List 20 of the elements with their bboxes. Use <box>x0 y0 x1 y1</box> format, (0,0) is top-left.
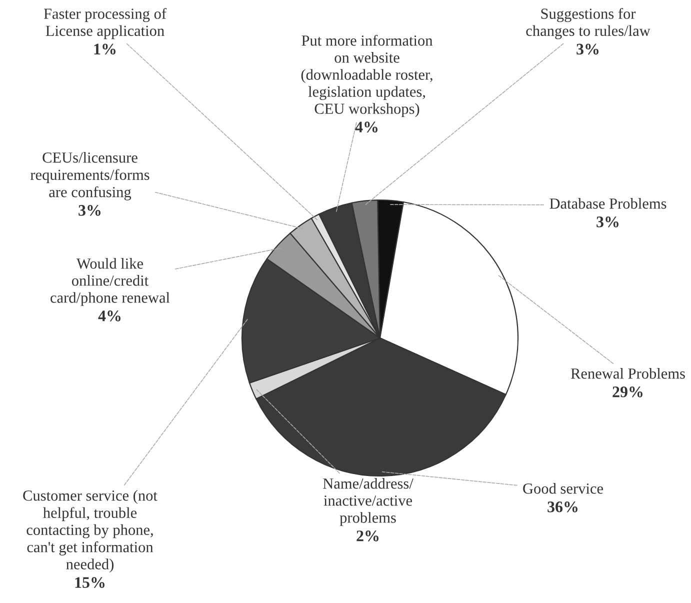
slice-label: Name/address/ inactive/active problems <box>323 478 414 526</box>
slice-label: Renewal Problems <box>570 368 685 379</box>
slice-label: Good service <box>523 483 603 494</box>
data-label: 1% <box>94 44 116 55</box>
data-label: 4% <box>355 122 378 132</box>
data-label: 15% <box>75 577 104 588</box>
data-label: 29% <box>612 386 642 398</box>
data-label: 3% <box>78 205 100 216</box>
slice-label: Database Problems <box>550 198 666 209</box>
slice-label: Customer service (not helpful, trouble contacting by phone, can't get information needed) <box>23 490 158 572</box>
slice-label: Faster processing of License application <box>44 8 167 40</box>
data-label: 36% <box>548 501 578 512</box>
slice-label: Would like online/credit card/phone renewal <box>50 258 170 306</box>
slice-label: Suggestions for changes to rules/law <box>526 8 650 40</box>
data-label: 4% <box>98 310 120 322</box>
slice-label: CEUs/licensure requirements/forms are confusing <box>30 152 150 200</box>
data-label: 3% <box>596 216 618 228</box>
data-label: 2% <box>356 530 378 542</box>
data-label: 3% <box>576 44 598 55</box>
slice-label: Put more information on website (downloadable roster, legislation updates, CEU workshops) <box>301 34 433 118</box>
